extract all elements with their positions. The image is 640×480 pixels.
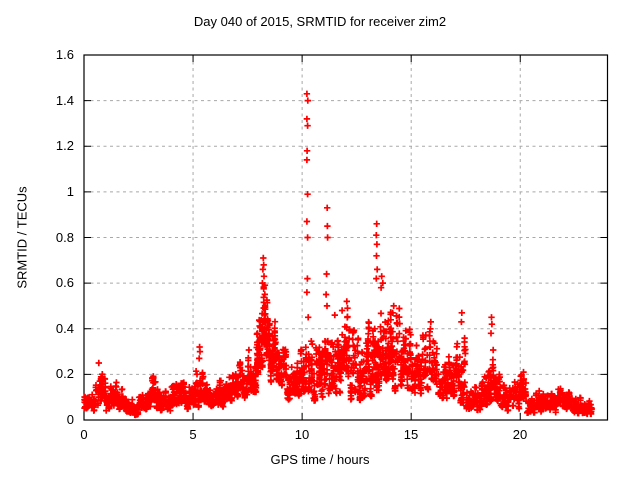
x-tick-label: 10 (294, 427, 310, 442)
y-tick-label: 1.2 (55, 138, 74, 154)
y-tick-label: 0.2 (55, 366, 74, 382)
chart-title: Day 040 of 2015, SRMTID for receiver zim… (193, 14, 447, 29)
y-tick-label: 1.6 (55, 47, 74, 62)
gridlines (84, 55, 608, 420)
x-tick-label: 5 (189, 427, 197, 442)
y-tick-label: 1 (66, 183, 74, 199)
y-tick-label: 0.4 (55, 320, 74, 336)
scatter-points (81, 90, 595, 419)
x-tick-label: 15 (403, 427, 419, 442)
y-tick-label: 0 (66, 412, 74, 427)
y-tick-label: 1.4 (55, 92, 74, 108)
y-tick-label: 0.6 (55, 275, 74, 291)
plot-border (83, 54, 609, 421)
x-tick-label: 0 (80, 427, 88, 442)
y-tick-label: 0.8 (55, 229, 74, 245)
x-axis-label: GPS time / hours (270, 452, 370, 467)
x-tick-label: 20 (512, 427, 528, 442)
